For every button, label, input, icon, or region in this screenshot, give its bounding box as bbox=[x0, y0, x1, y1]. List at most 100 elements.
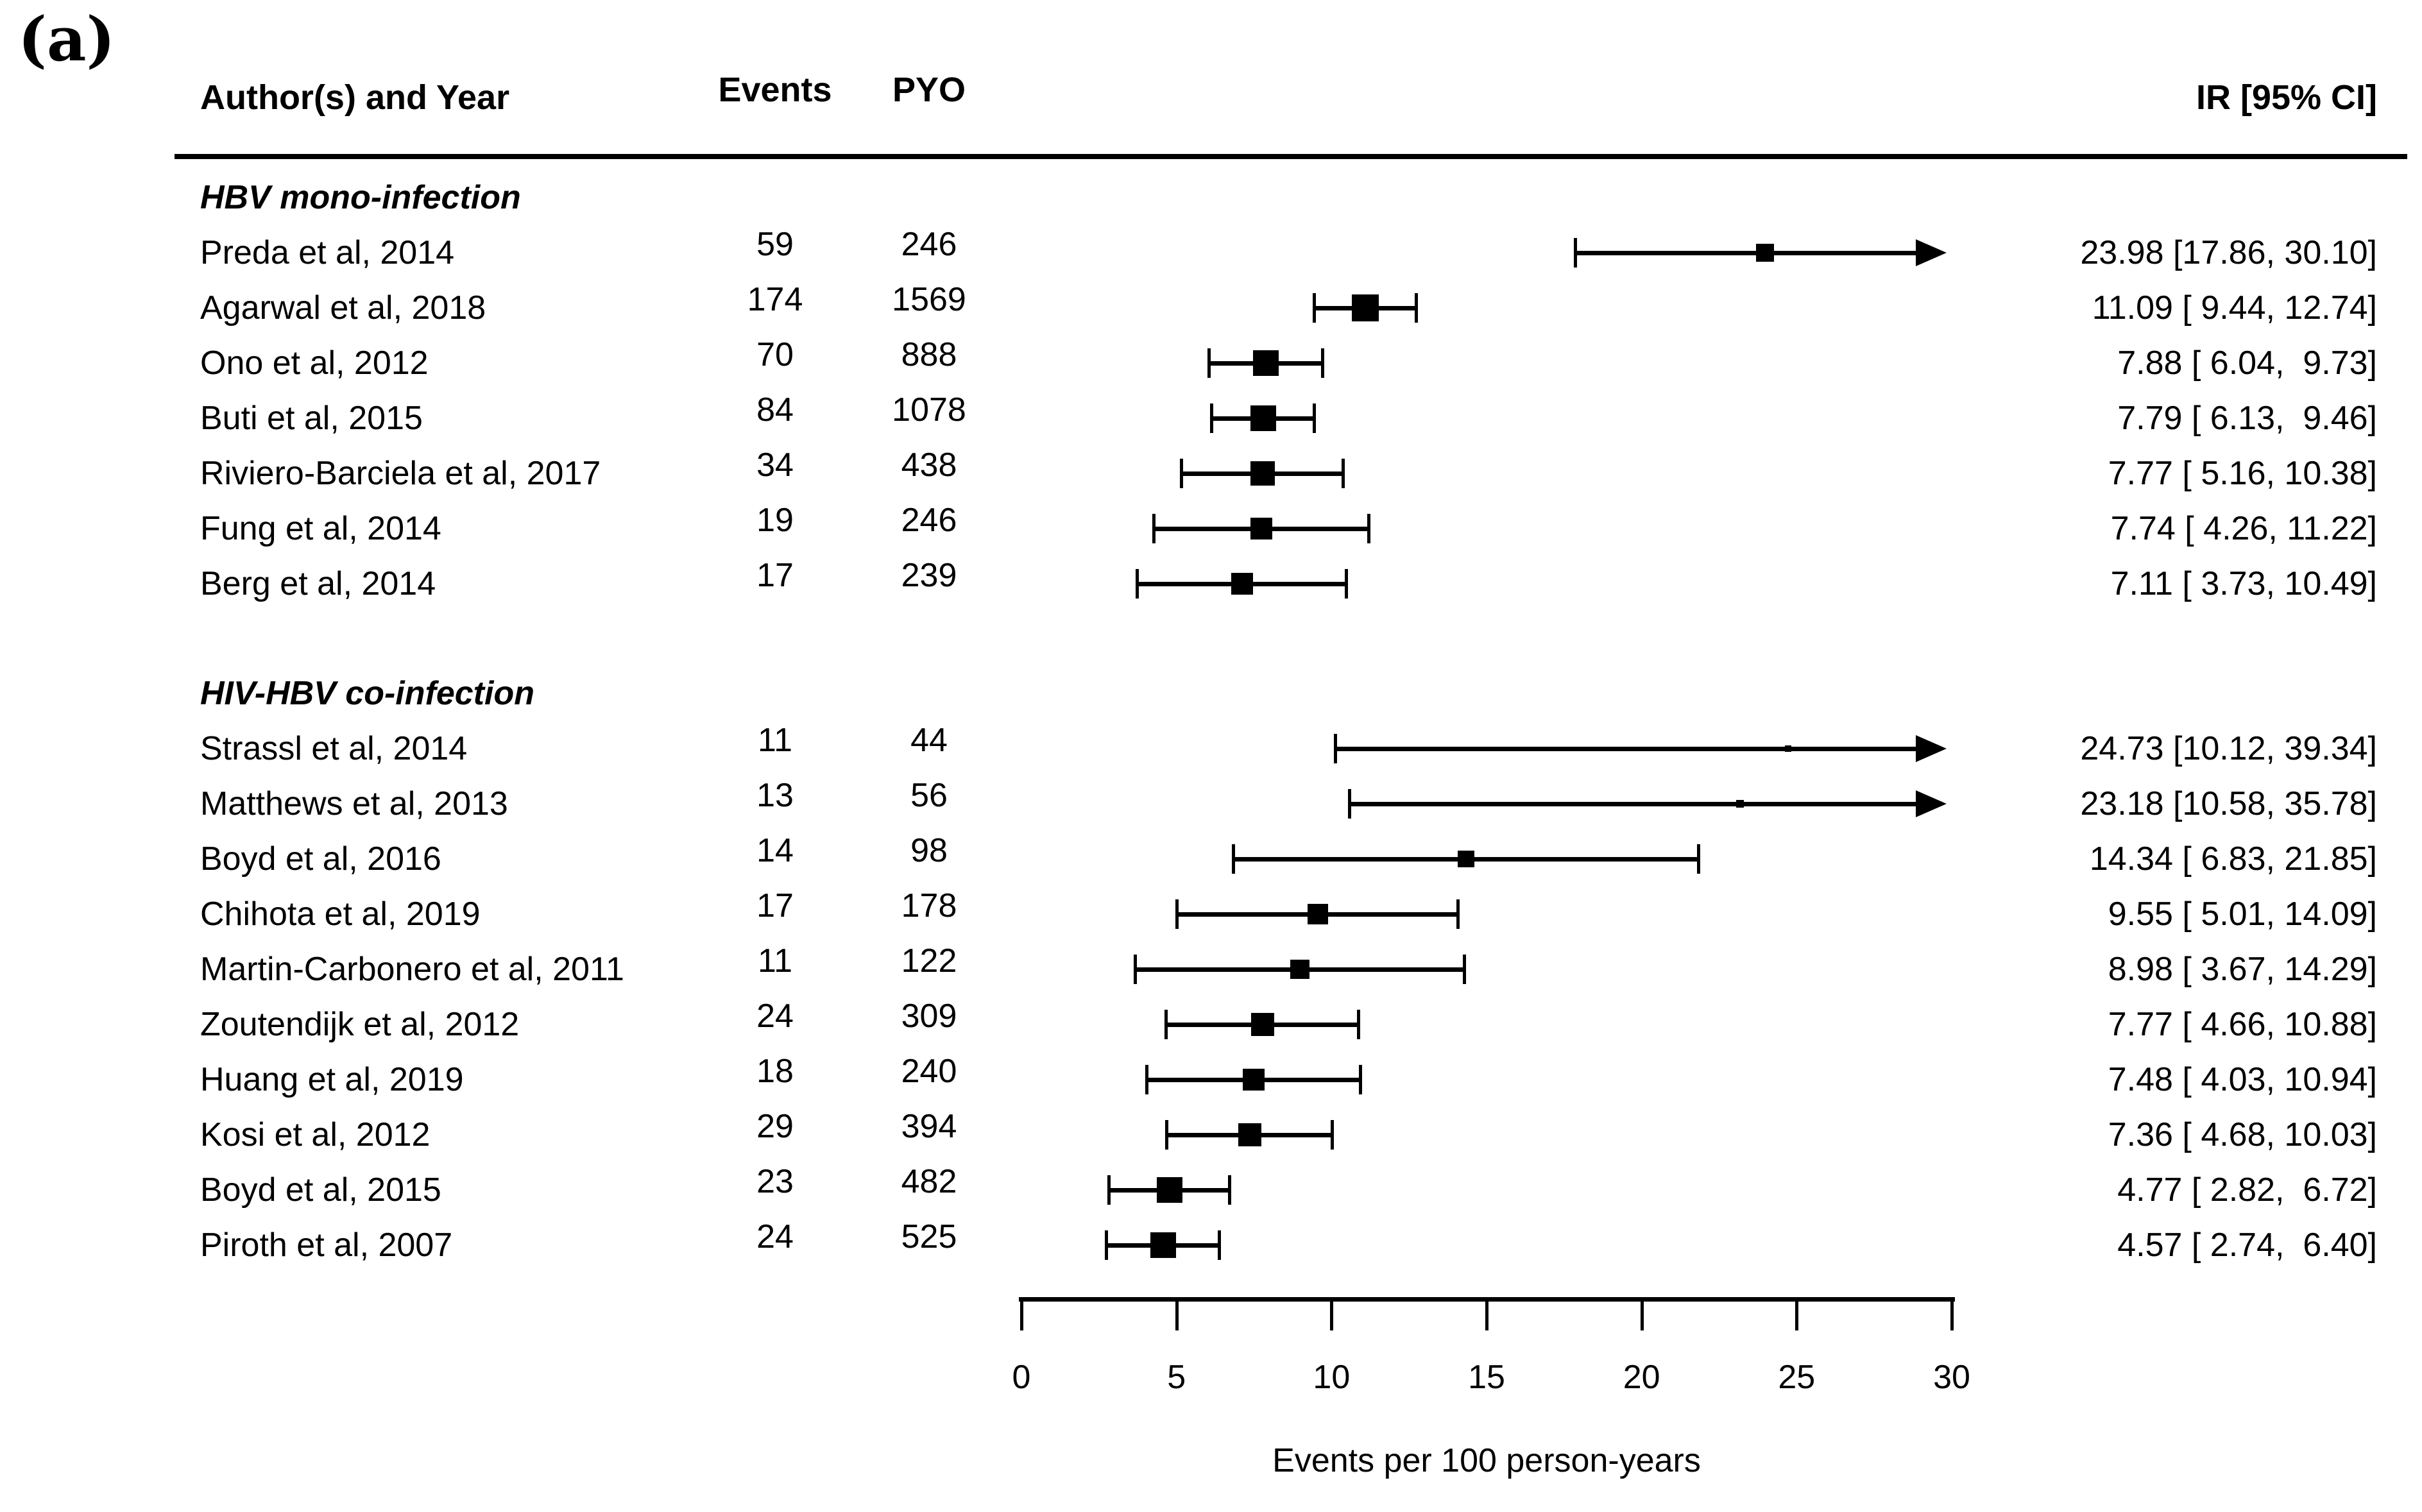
study-events: 19 bbox=[756, 502, 794, 539]
study-pyo: 482 bbox=[901, 1163, 957, 1200]
ci-cap-left bbox=[1107, 1175, 1111, 1205]
study-pyo: 888 bbox=[901, 336, 957, 373]
study-author: Boyd et al, 2016 bbox=[200, 840, 441, 878]
study-events: 174 bbox=[747, 281, 803, 318]
study-pyo: 240 bbox=[901, 1053, 957, 1090]
ci-cap-right bbox=[1218, 1230, 1222, 1260]
point-estimate-marker bbox=[1307, 904, 1328, 924]
arrow-right-icon bbox=[1916, 239, 1947, 266]
study-ir: 23.98 [17.86, 30.10] bbox=[2080, 234, 2377, 271]
study-pyo: 525 bbox=[901, 1218, 957, 1255]
study-events: 11 bbox=[758, 942, 792, 980]
ci-cap-left bbox=[1152, 514, 1156, 543]
study-pyo: 122 bbox=[901, 942, 957, 980]
ci-cap-right bbox=[1313, 403, 1317, 433]
study-author: Zoutendijk et al, 2012 bbox=[200, 1006, 520, 1043]
study-pyo: 309 bbox=[901, 998, 957, 1035]
ci-cap-left bbox=[1207, 348, 1211, 378]
study-ir: 24.73 [10.12, 39.34] bbox=[2080, 730, 2377, 767]
point-estimate-marker bbox=[1250, 405, 1276, 431]
study-ir: 7.77 [ 5.16, 10.38] bbox=[2108, 455, 2377, 492]
study-author: Matthews et al, 2013 bbox=[200, 785, 508, 822]
study-events: 59 bbox=[756, 226, 794, 263]
x-axis-tick bbox=[1020, 1302, 1023, 1330]
study-pyo: 98 bbox=[910, 832, 948, 869]
point-estimate-marker bbox=[1238, 1123, 1261, 1146]
point-estimate-marker bbox=[1250, 461, 1275, 486]
study-pyo: 246 bbox=[901, 502, 957, 539]
column-header-pyo: PYO bbox=[892, 71, 966, 109]
study-author: Agarwal et al, 2018 bbox=[200, 289, 486, 327]
study-ir: 7.11 [ 3.73, 10.49] bbox=[2110, 565, 2377, 602]
study-events: 14 bbox=[756, 832, 794, 869]
ci-cap-left bbox=[1175, 899, 1179, 929]
x-axis-tick bbox=[1485, 1302, 1488, 1330]
study-ir: 7.48 [ 4.03, 10.94] bbox=[2108, 1061, 2377, 1098]
ci-cap-right bbox=[1697, 844, 1701, 874]
study-author: Huang et al, 2019 bbox=[200, 1061, 464, 1098]
point-estimate-marker bbox=[1242, 1069, 1265, 1091]
study-ir: 7.79 [ 6.13, 9.46] bbox=[2117, 400, 2377, 437]
study-author: Martin-Carbonero et al, 2011 bbox=[200, 951, 624, 988]
study-ir: 4.77 [ 2.82, 6.72] bbox=[2117, 1171, 2377, 1209]
point-estimate-marker bbox=[1250, 518, 1273, 539]
point-estimate-marker bbox=[1290, 960, 1310, 979]
study-pyo: 178 bbox=[901, 887, 957, 924]
panel-label: (a) bbox=[18, 4, 115, 75]
study-author: Kosi et al, 2012 bbox=[200, 1116, 431, 1153]
ci-cap-left bbox=[1348, 789, 1352, 819]
ci-cap-right bbox=[1358, 1065, 1362, 1094]
ci-cap-right bbox=[1227, 1175, 1231, 1205]
study-author: Buti et al, 2015 bbox=[200, 400, 423, 437]
study-events: 13 bbox=[756, 777, 794, 814]
ci-cap-right bbox=[1456, 899, 1460, 929]
study-author: Riviero-Barciela et al, 2017 bbox=[200, 455, 601, 492]
study-ir: 23.18 [10.58, 35.78] bbox=[2080, 785, 2377, 822]
study-ir: 7.88 [ 6.04, 9.73] bbox=[2117, 344, 2377, 382]
ci-cap-right bbox=[1321, 348, 1325, 378]
study-ir: 11.09 [ 9.44, 12.74] bbox=[2092, 289, 2377, 327]
point-estimate-marker bbox=[1252, 350, 1279, 376]
column-header-events: Events bbox=[718, 71, 832, 109]
ci-cap-left bbox=[1334, 734, 1338, 763]
study-ir: 7.36 [ 4.68, 10.03] bbox=[2108, 1116, 2377, 1153]
x-axis-tick-label: 30 bbox=[1933, 1359, 1970, 1396]
study-events: 84 bbox=[756, 391, 794, 429]
point-estimate-marker bbox=[1250, 1013, 1274, 1036]
study-pyo: 239 bbox=[901, 557, 957, 594]
study-events: 17 bbox=[756, 557, 794, 594]
column-header-ir: IR [95% CI] bbox=[2196, 78, 2377, 117]
ci-line bbox=[1575, 251, 1918, 255]
ci-cap-left bbox=[1210, 403, 1214, 433]
study-author: Piroth et al, 2007 bbox=[200, 1227, 453, 1264]
arrow-right-icon bbox=[1916, 735, 1947, 762]
ci-line bbox=[1349, 802, 1918, 806]
study-events: 18 bbox=[756, 1053, 794, 1090]
x-axis-tick-label: 25 bbox=[1778, 1359, 1816, 1396]
x-axis-tick-label: 0 bbox=[1012, 1359, 1031, 1396]
study-events: 34 bbox=[756, 446, 794, 484]
study-ir: 14.34 [ 6.83, 21.85] bbox=[2089, 840, 2377, 878]
study-events: 24 bbox=[756, 1218, 794, 1255]
ci-cap-left bbox=[1105, 1230, 1109, 1260]
x-axis-tick-label: 20 bbox=[1623, 1359, 1660, 1396]
group-header: HIV-HBV co-infection bbox=[200, 675, 534, 712]
ci-cap-left bbox=[1313, 293, 1317, 323]
x-axis-tick bbox=[1795, 1302, 1799, 1330]
ci-cap-right bbox=[1345, 569, 1348, 599]
study-events: 24 bbox=[756, 998, 794, 1035]
ci-cap-right bbox=[1367, 514, 1371, 543]
x-axis-title: Events per 100 person-years bbox=[1272, 1442, 1701, 1479]
x-axis-tick-label: 10 bbox=[1313, 1359, 1351, 1396]
ci-cap-left bbox=[1134, 955, 1138, 984]
study-author: Strassl et al, 2014 bbox=[200, 730, 468, 767]
ci-line bbox=[1335, 747, 1918, 751]
ci-cap-left bbox=[1180, 459, 1184, 488]
header-rule bbox=[175, 154, 2407, 159]
study-ir: 7.74 [ 4.26, 11.22] bbox=[2110, 510, 2377, 547]
x-axis-tick-label: 5 bbox=[1167, 1359, 1186, 1396]
study-author: Preda et al, 2014 bbox=[200, 234, 455, 271]
study-author: Ono et al, 2012 bbox=[200, 344, 429, 382]
x-axis-tick bbox=[1950, 1302, 1954, 1330]
